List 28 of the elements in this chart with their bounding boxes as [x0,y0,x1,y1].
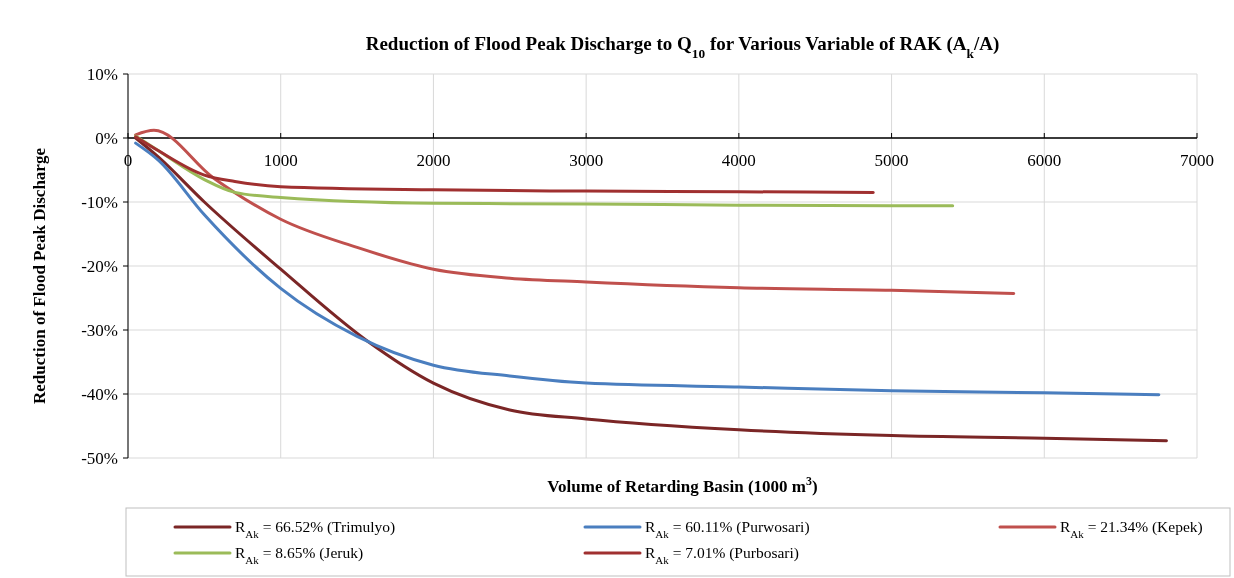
line-series [134,134,955,208]
x-axis-title: Volume of Retarding Basin (1000 m$^{3}$) [547,474,818,496]
legend-label: R$_{Ak}$ = 8.65% (Jeruk) [235,544,364,567]
legend-label: R$_{Ak}$ = 7.01% (Purbosari) [645,544,799,567]
y-tick-label: -10% [81,192,118,212]
x-tick-label: 4000 [721,151,756,170]
x-tick-label: 1000 [263,151,298,170]
legend-label: R$_{Ak}$ = 60.11% (Purwosari) [645,518,810,541]
x-tick-label: 5000 [874,151,909,170]
y-tick-label: -40% [81,384,118,404]
y-tick-label: 10% [86,64,118,84]
legend-label: R$_{Ak}$ = 21.34% (Kepek) [1060,518,1203,541]
y-tick-label: -50% [81,448,118,468]
y-tick-label: 0% [95,128,118,148]
line-series [134,136,1168,443]
x-tick-label: 7000 [1180,151,1214,170]
y-tick-label: -20% [81,256,118,276]
line-series [134,141,1161,397]
chart-title: Reduction of Flood Peak Discharge to Q$_{10}$ for Various Variable of RAK (A$_{k}$/A) [365,33,1000,61]
line-series [134,128,1016,296]
legend-label: R$_{Ak}$ = 66.52% (Trimulyo) [235,518,396,541]
x-tick-label: 2000 [416,151,451,170]
y-axis-title: Reduction of Flood Peak Discharge [30,147,49,404]
y-tick-label: -30% [81,320,118,340]
x-tick-label: 3000 [569,151,604,170]
line-series [134,135,875,194]
x-tick-label: 0 [123,151,133,170]
x-tick-label: 6000 [1027,151,1062,170]
